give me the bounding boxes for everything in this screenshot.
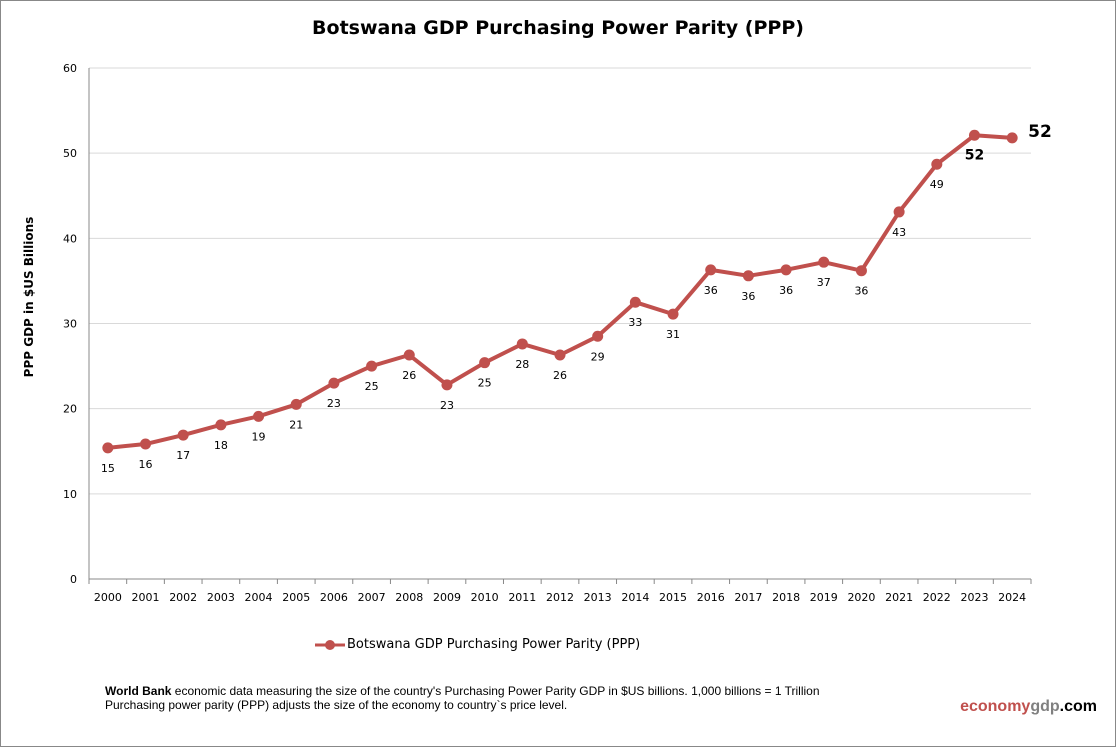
- data-point: [893, 206, 905, 218]
- data-point: [780, 264, 792, 276]
- y-tick-label: 0: [70, 573, 77, 586]
- brand-part2: gdp: [1030, 698, 1060, 715]
- x-tick-label: 2006: [320, 591, 348, 604]
- x-tick-label: 2014: [621, 591, 649, 604]
- data-label: 29: [591, 350, 605, 363]
- x-tick-label: 2024: [998, 591, 1026, 604]
- data-point: [441, 379, 453, 391]
- data-point: [516, 338, 528, 350]
- data-point: [968, 129, 980, 141]
- chart-title: Botswana GDP Purchasing Power Parity (PP…: [312, 17, 804, 39]
- x-tick-label: 2015: [659, 591, 687, 604]
- legend-label: Botswana GDP Purchasing Power Parity (PP…: [347, 637, 641, 652]
- y-tick-label: 10: [63, 488, 77, 501]
- legend: Botswana GDP Purchasing Power Parity (PP…: [315, 637, 640, 652]
- data-label: 17: [176, 449, 190, 462]
- data-label: 18: [214, 439, 228, 452]
- legend-marker-icon: [315, 639, 345, 650]
- data-point: [742, 270, 754, 282]
- x-tick-label: 2021: [885, 591, 913, 604]
- footer-line1: economic data measuring the size of the …: [171, 684, 820, 698]
- x-tick-label: 2007: [358, 591, 386, 604]
- footer-line2: Purchasing power parity (PPP) adjusts th…: [105, 698, 568, 712]
- data-label: 37: [817, 276, 831, 289]
- data-label: 36: [704, 284, 718, 297]
- x-tick-label: 2020: [847, 591, 875, 604]
- data-label: 52: [1028, 122, 1052, 142]
- x-tick-label: 2010: [471, 591, 499, 604]
- data-label: 25: [478, 377, 492, 390]
- data-label: 26: [402, 369, 416, 382]
- data-label: 36: [741, 290, 755, 303]
- x-tick-label: 2008: [395, 591, 423, 604]
- x-tick-label: 2011: [508, 591, 536, 604]
- data-label: 33: [628, 316, 642, 329]
- data-point: [479, 357, 491, 369]
- y-tick-label: 40: [63, 232, 77, 245]
- series-line: [107, 133, 1013, 450]
- footer-source: World Bank: [105, 684, 172, 698]
- data-point: [177, 429, 189, 441]
- data-point: [931, 158, 943, 170]
- data-label: 21: [289, 418, 303, 431]
- brand-part1: economy: [960, 698, 1031, 715]
- x-tick-label: 2018: [772, 591, 800, 604]
- x-tick-label: 2004: [245, 591, 273, 604]
- data-label: 19: [252, 430, 266, 443]
- y-tick-label: 50: [63, 147, 77, 160]
- data-point: [818, 256, 830, 268]
- data-label: 49: [930, 178, 944, 191]
- data-point: [592, 330, 604, 342]
- data-point: [366, 360, 378, 372]
- x-tick-label: 2001: [132, 591, 160, 604]
- data-point: [855, 265, 867, 277]
- data-point: [140, 438, 152, 450]
- data-point: [290, 398, 302, 410]
- data-label: 26: [553, 369, 567, 382]
- data-point: [705, 264, 717, 276]
- data-label: 16: [139, 458, 153, 471]
- brand-logo: economygdp.com: [960, 698, 1097, 716]
- data-point: [1006, 132, 1018, 144]
- x-tick-label: 2012: [546, 591, 574, 604]
- data-point: [102, 442, 114, 454]
- x-tick-label: 2017: [734, 591, 762, 604]
- x-tick-label: 2013: [584, 591, 612, 604]
- data-point: [629, 296, 641, 308]
- brand-part3: .com: [1059, 698, 1097, 715]
- y-tick-label: 20: [63, 403, 77, 416]
- data-label: 31: [666, 328, 680, 341]
- y-tick-label: 60: [63, 62, 77, 75]
- data-point: [253, 410, 265, 422]
- data-label: 15: [101, 462, 115, 475]
- x-tick-label: 2003: [207, 591, 235, 604]
- data-label: 43: [892, 226, 906, 239]
- data-label: 28: [515, 358, 529, 371]
- x-tick-label: 2023: [960, 591, 988, 604]
- x-tick-label: 2005: [282, 591, 310, 604]
- data-point: [403, 349, 415, 361]
- x-tick-label: 2002: [169, 591, 197, 604]
- data-label: 25: [365, 380, 379, 393]
- data-label: 36: [854, 285, 868, 298]
- y-tick-label: 30: [63, 318, 77, 331]
- x-tick-label: 2022: [923, 591, 951, 604]
- x-tick-label: 2016: [697, 591, 725, 604]
- data-label: 52: [965, 147, 984, 163]
- data-point: [328, 377, 340, 389]
- data-point: [667, 308, 679, 320]
- data-label: 23: [327, 397, 341, 410]
- x-tick-label: 2000: [94, 591, 122, 604]
- data-label: 23: [440, 399, 454, 412]
- data-label: 36: [779, 284, 793, 297]
- footer-note: World Bank economic data measuring the s…: [105, 684, 820, 712]
- data-point: [215, 419, 227, 431]
- x-tick-label: 2019: [810, 591, 838, 604]
- data-point: [554, 349, 566, 361]
- x-tick-label: 2009: [433, 591, 461, 604]
